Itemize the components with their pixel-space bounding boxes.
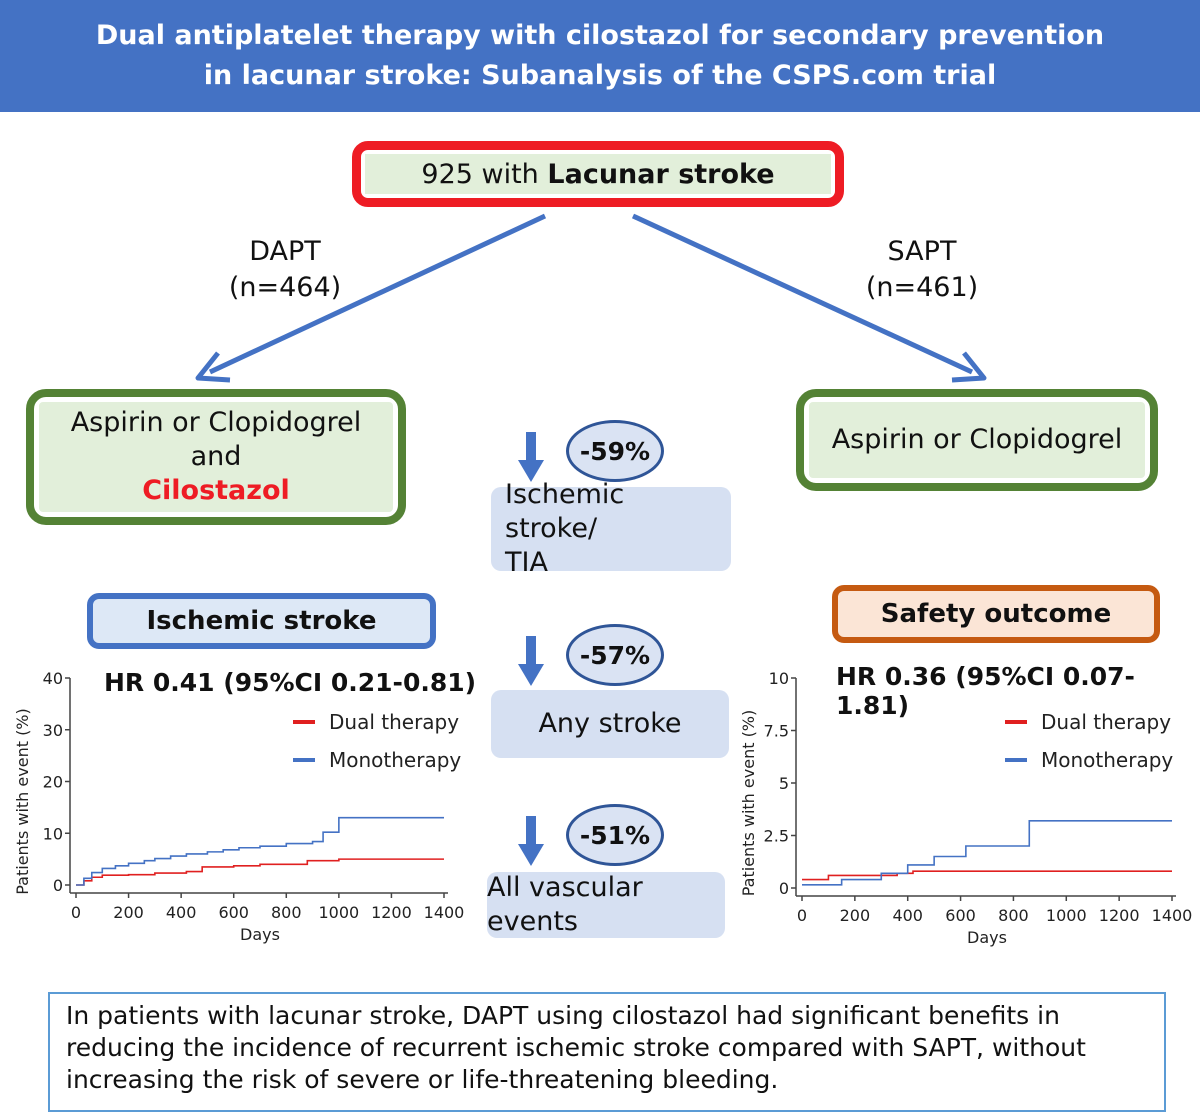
y-tick-label: 30: [43, 721, 63, 740]
population-label: Lacunar stroke: [547, 158, 775, 190]
y-axis-label: Patients with event (%): [739, 710, 758, 897]
reduction-badge: -57%: [566, 624, 664, 686]
y-tick-label: 10: [43, 824, 63, 843]
x-tick-label: 1400: [424, 903, 465, 922]
reduction-badge: -59%: [566, 420, 664, 482]
x-tick-label: 1000: [318, 903, 359, 922]
ischemic-hazard-ratio: HR 0.41 (95%CI 0.21-0.81): [104, 668, 477, 697]
title-line-1: Dual antiplatelet therapy with cilostazo…: [95, 20, 1105, 51]
x-tick-label: 200: [840, 906, 871, 925]
branch-arrows: [195, 213, 987, 383]
safety-outcome-title: Safety outcome: [832, 585, 1160, 643]
conclusion-box: In patients with lacunar stroke, DAPT us…: [48, 992, 1166, 1112]
sapt-arm-label: SAPT (n=461): [865, 236, 979, 303]
down-arrow-icon: [518, 816, 544, 866]
population-count: 925 with: [421, 158, 539, 190]
reduction-badge: -51%: [566, 804, 664, 866]
x-axis-label: Days: [240, 925, 280, 944]
legend-label: Dual therapy: [329, 710, 459, 734]
outcome-all-vascular-events: All vascular events: [487, 872, 725, 938]
down-arrow-icon: [518, 636, 544, 686]
y-tick-label: 10: [769, 669, 789, 688]
y-tick-label: 5: [779, 774, 789, 793]
series-line-monotherapy: [76, 816, 444, 886]
outcome-ischemic-stroke-tia: Ischemic stroke/ TIA: [491, 479, 731, 578]
conclusion-text: In patients with lacunar stroke, DAPT us…: [66, 1001, 1086, 1094]
y-tick-label: 2.5: [764, 827, 789, 846]
x-tick-label: 200: [113, 903, 144, 922]
header-banner: Dual antiplatelet therapy with cilostazo…: [0, 0, 1200, 112]
legend-label: Monotherapy: [1041, 748, 1173, 772]
x-tick-label: 1000: [1046, 906, 1087, 925]
x-tick-label: 600: [945, 906, 976, 925]
y-axis-label: Patients with event (%): [13, 708, 32, 895]
dapt-drug-box: Aspirin or Clopidogrel and Cilostazol: [26, 389, 406, 525]
safety-hazard-ratio: HR 0.36 (95%CI 0.07-1.81): [836, 662, 1135, 720]
x-tick-label: 800: [998, 906, 1029, 925]
x-tick-label: 1400: [1152, 906, 1193, 925]
legend-label: Dual therapy: [1041, 710, 1171, 734]
cilostazol-label: Cilostazol: [142, 475, 290, 506]
y-tick-label: 7.5: [764, 722, 789, 741]
y-tick-label: 20: [43, 773, 63, 792]
dapt-arm-label: DAPT (n=464): [228, 236, 342, 303]
y-tick-label: 0: [53, 876, 63, 895]
y-tick-label: 0: [779, 879, 789, 898]
x-axis-label: Days: [967, 928, 1007, 947]
x-tick-label: 0: [797, 906, 807, 925]
population-box: 925 with Lacunar stroke: [352, 141, 844, 207]
x-tick-label: 1200: [371, 903, 412, 922]
outcome-any-stroke: Any stroke: [491, 690, 729, 758]
y-tick-label: 40: [43, 669, 63, 688]
series-line-monotherapy: [802, 820, 1172, 886]
series-line-dual-therapy: [802, 870, 1172, 881]
legend-label: Monotherapy: [329, 748, 461, 772]
ischemic-stroke-title: Ischemic stroke: [87, 593, 436, 649]
sapt-drug-box: Aspirin or Clopidogrel: [796, 389, 1158, 491]
x-tick-label: 600: [218, 903, 249, 922]
x-tick-label: 1200: [1099, 906, 1140, 925]
x-tick-label: 800: [271, 903, 302, 922]
title-line-2: in lacunar stroke: Subanalysis of the CS…: [203, 60, 997, 91]
x-tick-label: 400: [166, 903, 197, 922]
x-tick-label: 0: [71, 903, 81, 922]
safety-outcome-chart: 0 2.5 5 7.5 10 0 200 400 600 800 1000 1200 1400 Days P…: [739, 669, 1193, 947]
x-tick-label: 400: [892, 906, 923, 925]
down-arrow-icon: [518, 432, 544, 482]
